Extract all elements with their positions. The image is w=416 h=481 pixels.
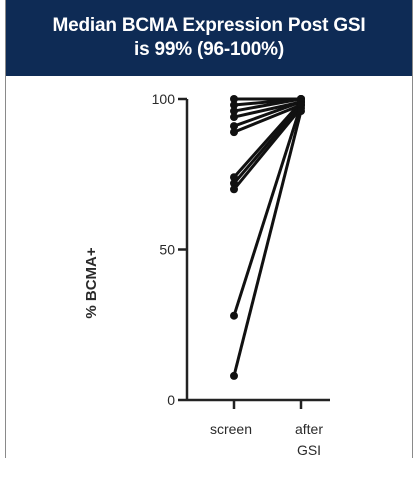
series-6-point-1 [230,128,238,137]
series-10-point-1 [230,311,238,320]
slide-frame: Median BCMA Expression Post GSI is 99% (… [5,0,413,458]
x-tick-label-1-0: after [295,421,323,437]
y-axis-label: % BCMA+ [83,247,100,318]
series-3-point-1 [230,107,238,116]
series-5-point-1 [230,122,238,131]
title-banner: Median BCMA Expression Post GSI is 99% (… [6,0,412,76]
series-2-point-1 [230,101,238,110]
series-11-point-1 [230,371,238,380]
series-line-7 [232,101,303,179]
series-1-point-1 [230,95,238,103]
series-line-10 [232,104,303,317]
series-10-point-2 [297,101,305,110]
series-11-point-2 [297,107,305,116]
y-tick-label-100: 100 [152,91,176,107]
x-tick-label-0-0: screen [210,421,252,437]
series-points [230,95,305,380]
series-7-point-1 [230,173,238,182]
series-line-5 [233,100,302,128]
y-tick-label-50: 50 [159,242,175,258]
slide-title-line-1: Median BCMA Expression Post GSI [52,15,366,36]
series-4-point-1 [230,113,238,122]
y-tick-label-0: 0 [167,392,175,408]
series-8-point-1 [230,179,238,188]
slide-title-line-2: is 99% (96-100%) [134,39,284,60]
series-line-3 [233,97,302,113]
series-line-9 [232,107,303,191]
y-ticks: 0 50 100 [152,91,187,408]
series-line-8 [232,104,303,185]
series-lines [232,97,303,377]
x-tick-label-1-1: GSI [297,442,321,458]
series-line-6 [233,103,302,134]
series-9-point-1 [230,185,238,194]
series-line-11 [232,110,303,377]
x-ticks: screen after GSI [210,400,323,458]
